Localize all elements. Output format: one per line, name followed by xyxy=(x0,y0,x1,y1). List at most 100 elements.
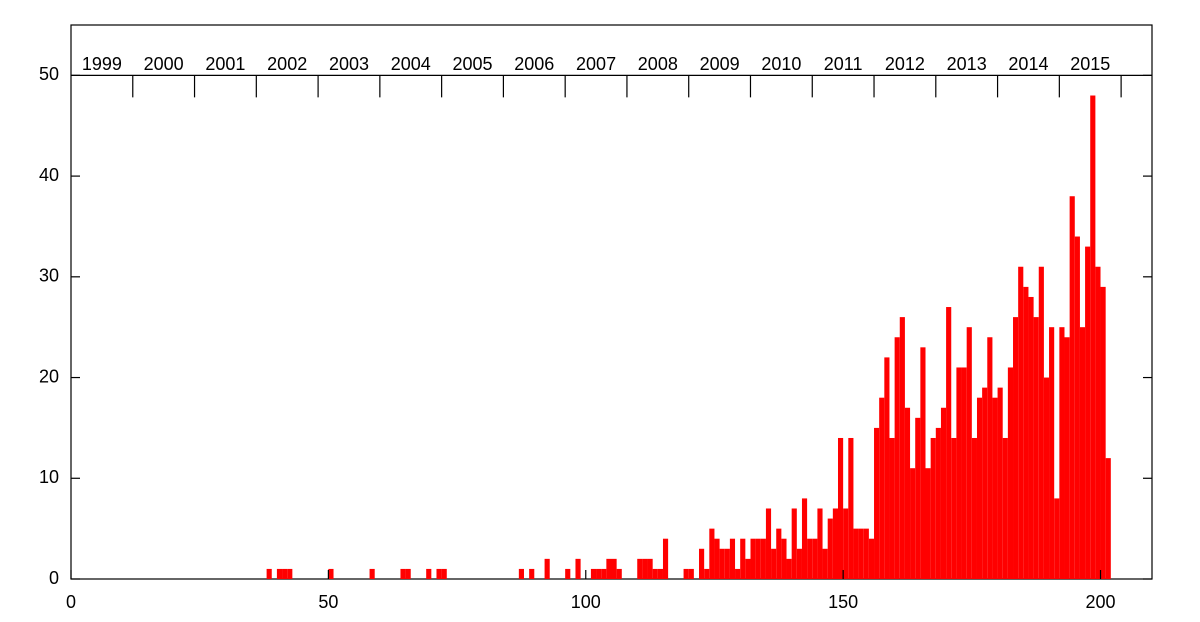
bar xyxy=(858,528,864,579)
bar xyxy=(369,568,375,579)
year-label: 2012 xyxy=(885,54,925,74)
bar xyxy=(1069,196,1075,579)
bar xyxy=(863,528,869,579)
bar xyxy=(1013,317,1019,579)
bar xyxy=(740,538,746,579)
bar xyxy=(1038,266,1044,579)
year-label: 2010 xyxy=(761,54,801,74)
bar xyxy=(817,508,823,579)
bar xyxy=(1002,437,1008,579)
bar xyxy=(1064,337,1070,579)
bar xyxy=(1105,458,1111,579)
bar xyxy=(992,397,998,579)
bar xyxy=(1043,377,1050,579)
x-tick-label: 50 xyxy=(318,592,338,612)
bar xyxy=(750,538,756,579)
year-label: 2015 xyxy=(1070,54,1110,74)
bar xyxy=(657,568,663,579)
bar xyxy=(874,427,880,579)
bar xyxy=(786,558,792,579)
bar xyxy=(616,568,622,579)
bar xyxy=(328,568,334,579)
bar xyxy=(601,568,607,579)
bar xyxy=(971,437,977,579)
year-label: 2011 xyxy=(824,54,863,74)
bar xyxy=(1028,296,1034,579)
year-label: 1999 xyxy=(82,54,122,74)
year-label: 2002 xyxy=(267,54,307,74)
bar xyxy=(544,558,550,579)
bar xyxy=(714,538,720,579)
year-label: 2007 xyxy=(576,54,616,74)
bar xyxy=(822,548,828,579)
bar xyxy=(1090,95,1096,579)
year-label: 2006 xyxy=(514,54,554,74)
bar xyxy=(709,528,715,579)
bar xyxy=(287,568,293,579)
y-tick-label: 20 xyxy=(39,366,59,386)
bar xyxy=(647,558,653,579)
bar xyxy=(565,568,571,579)
bar xyxy=(735,568,741,579)
bar xyxy=(765,508,772,579)
bar xyxy=(837,437,844,579)
bar xyxy=(606,558,612,579)
bar xyxy=(910,468,916,579)
bar xyxy=(1033,317,1039,579)
bar xyxy=(760,538,766,579)
bar xyxy=(807,538,813,579)
bar xyxy=(997,387,1003,579)
bar xyxy=(771,548,777,579)
year-label: 2009 xyxy=(700,54,740,74)
bar xyxy=(843,508,849,579)
bar xyxy=(966,327,972,579)
bar xyxy=(848,437,854,579)
y-tick-label: 50 xyxy=(39,64,59,84)
bar xyxy=(940,407,947,579)
bar xyxy=(518,568,524,579)
bar xyxy=(889,437,895,579)
bar xyxy=(652,568,658,579)
bar xyxy=(276,568,283,579)
bar xyxy=(436,568,442,579)
bar xyxy=(832,508,838,579)
y-tick-label: 40 xyxy=(39,165,59,185)
bar xyxy=(637,558,643,579)
bar xyxy=(1059,327,1065,579)
bar xyxy=(755,538,761,579)
y-tick-label: 0 xyxy=(49,568,59,588)
y-tick-label: 30 xyxy=(39,266,59,286)
bar xyxy=(1100,286,1106,579)
bar xyxy=(745,558,751,579)
bar xyxy=(976,397,983,579)
bar xyxy=(282,568,288,579)
bar xyxy=(853,528,859,579)
year-label: 2001 xyxy=(205,54,245,74)
bar xyxy=(904,407,911,579)
bar xyxy=(1079,327,1086,579)
bar xyxy=(642,558,648,579)
bar xyxy=(688,568,694,579)
year-label: 2000 xyxy=(144,54,184,74)
bar xyxy=(426,568,432,579)
bar xyxy=(879,397,885,579)
bar xyxy=(961,367,967,579)
bar xyxy=(441,568,447,579)
x-tick-label: 100 xyxy=(571,592,601,612)
bar xyxy=(935,427,941,579)
bar xyxy=(704,568,710,579)
bar xyxy=(266,568,272,579)
bar xyxy=(405,568,411,579)
bar xyxy=(801,498,808,579)
bar xyxy=(729,538,736,579)
bar xyxy=(529,568,535,579)
x-tick-label: 150 xyxy=(828,592,858,612)
year-label: 2014 xyxy=(1008,54,1048,74)
bar xyxy=(1018,266,1024,579)
bar xyxy=(956,367,962,579)
year-label: 2005 xyxy=(452,54,492,74)
bar xyxy=(1049,327,1055,579)
x-tick-label: 0 xyxy=(66,592,76,612)
bar xyxy=(982,387,988,579)
